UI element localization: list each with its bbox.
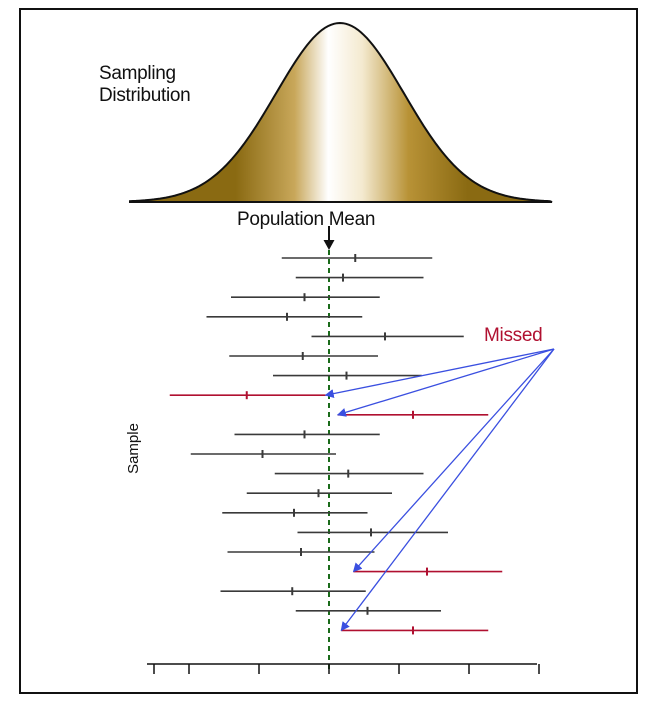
population-mean-label: Population Mean bbox=[237, 209, 376, 230]
population-mean-arrowhead bbox=[323, 240, 335, 250]
sampling-distribution-label-line2: Distribution bbox=[99, 85, 191, 106]
missed-pointer-arrow bbox=[324, 348, 555, 399]
x-axis bbox=[147, 663, 540, 674]
missed-pointer-arrow bbox=[352, 348, 555, 573]
missed-pointers bbox=[324, 348, 555, 632]
sample-intervals bbox=[169, 254, 503, 635]
missed-label: Missed bbox=[484, 325, 543, 346]
sampling-distribution-label-line1: Sampling bbox=[99, 63, 176, 84]
sampling-distribution-label: Sampling Distribution bbox=[99, 63, 239, 107]
missed-pointer-arrow bbox=[340, 348, 555, 632]
sampling-distribution-curve bbox=[129, 21, 553, 203]
sample-axis-label: Sample bbox=[124, 423, 142, 474]
missed-pointer-arrow bbox=[336, 348, 555, 417]
